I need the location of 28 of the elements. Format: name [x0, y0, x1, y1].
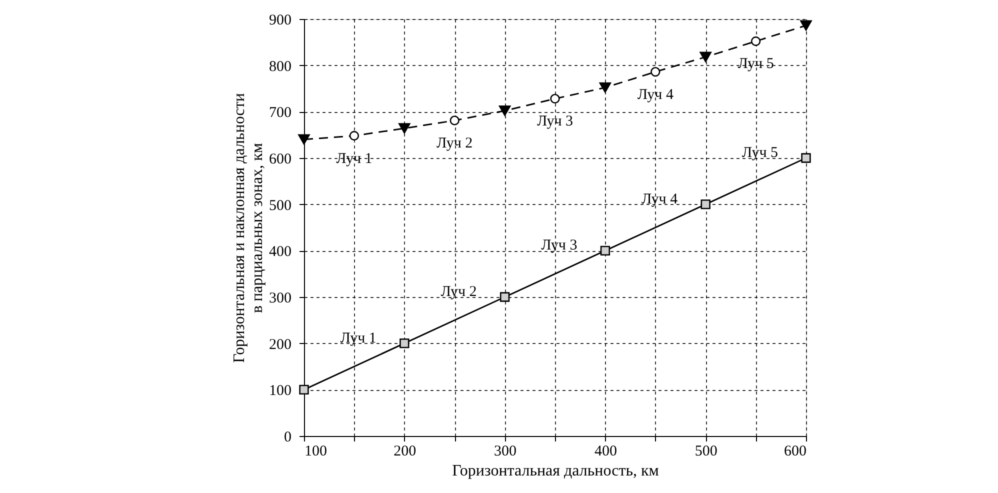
y-tick-label: 300: [269, 290, 292, 306]
annotation: Луч 2: [440, 284, 477, 300]
y-tick-label: 500: [269, 198, 292, 214]
annotation: Луч 4: [637, 86, 674, 103]
y-tick-label: 600: [269, 152, 292, 168]
y-tick-label: 400: [269, 244, 292, 260]
annotation: Луч 1: [336, 150, 372, 167]
annotation: Луч 5: [738, 56, 774, 72]
x-tick-label: 200: [394, 444, 416, 460]
annotation: Луч 3: [536, 114, 574, 130]
x-tick-label: 100: [304, 444, 327, 460]
y-tick-label: 900: [269, 12, 292, 28]
y-tick-label: 100: [269, 383, 292, 400]
x-tick-label: 400: [594, 444, 617, 460]
y-axis-title: Горизонтальная и наклонная дальности в парциальных зонах, км: [231, 92, 266, 363]
annotation: Луч 1: [340, 330, 376, 346]
x-tick-label: 500: [694, 444, 718, 460]
x-tick-label: 600: [784, 444, 806, 460]
annotation: Луч 3: [541, 238, 578, 254]
y-tick-label: 0: [284, 430, 292, 446]
x-axis-title: Горизонтальная дальность, км: [452, 462, 659, 480]
annotation: Луч 5: [742, 145, 778, 161]
x-tick-label: 300: [494, 444, 517, 460]
annotation: Луч 4: [642, 191, 678, 208]
y-tick-label: 200: [269, 336, 292, 353]
annotation: Луч 2: [436, 135, 473, 152]
y-tick-label: 800: [269, 58, 292, 75]
y-tick-label: 700: [269, 105, 292, 122]
